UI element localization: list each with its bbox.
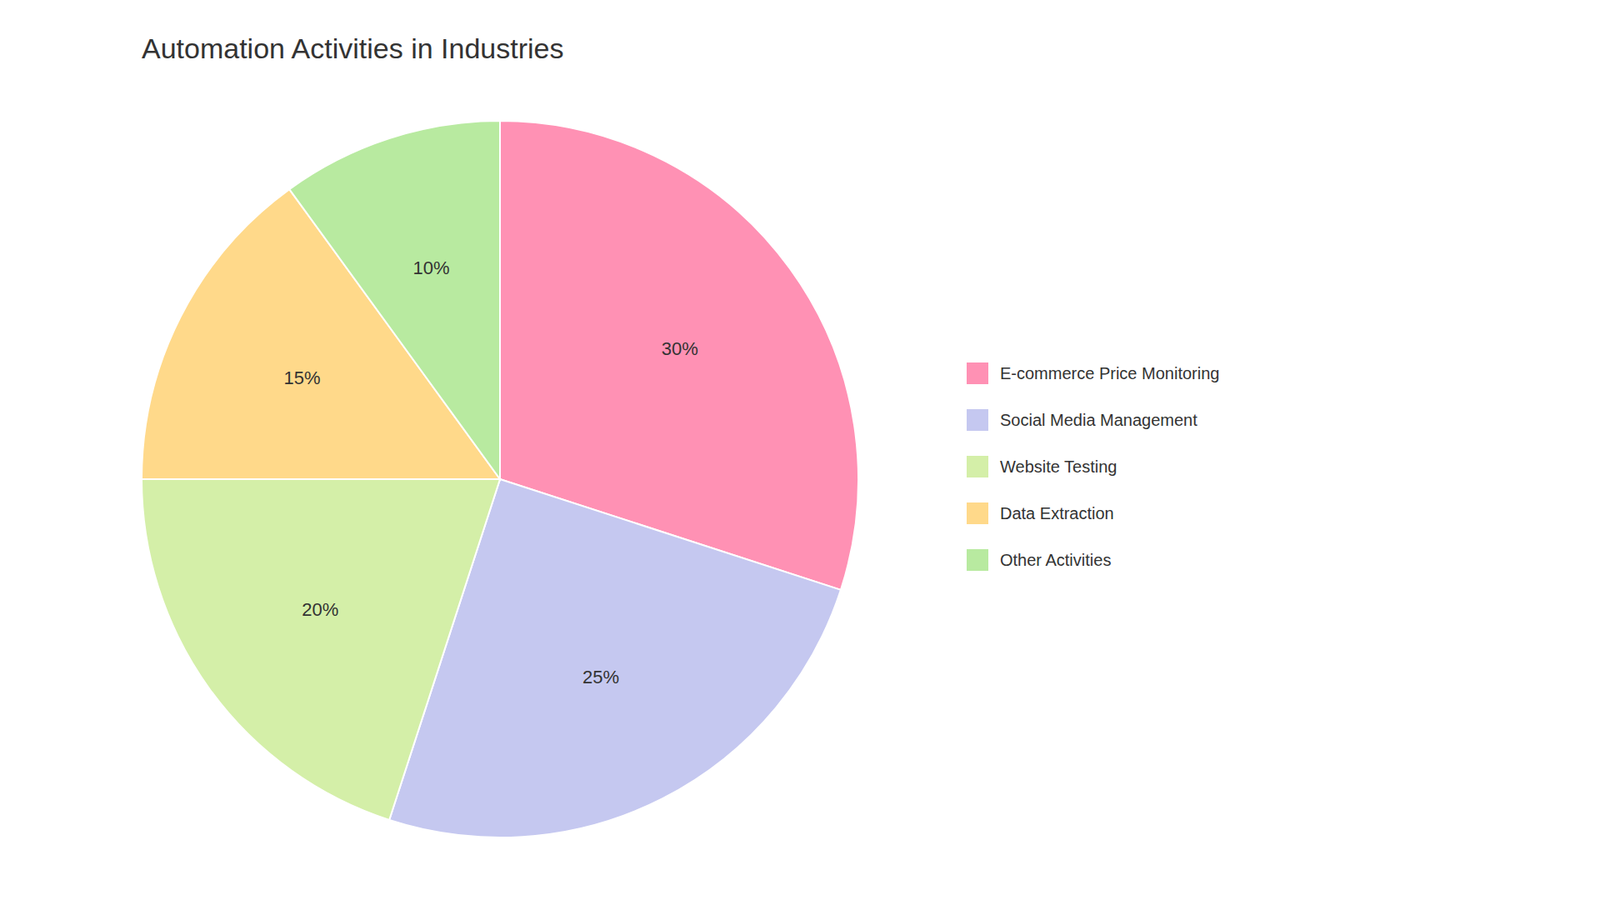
background <box>0 0 1600 900</box>
data-label: 15% <box>283 367 320 389</box>
pie-slice <box>289 120 500 480</box>
legend-label: Data Extraction <box>1000 504 1115 523</box>
legend-label: Other Activities <box>1000 550 1111 570</box>
data-label: 20% <box>301 599 339 620</box>
legend-swatch <box>966 549 989 571</box>
legend-swatch <box>966 362 989 385</box>
data-label: 25% <box>582 666 620 688</box>
legend-label: Website Testing <box>1000 457 1117 476</box>
legend-item: Data Extraction <box>966 502 1115 525</box>
legend-label: Social Media Management <box>1000 410 1198 430</box>
legend-item: Social Media Management <box>966 409 1198 431</box>
data-label: 30% <box>661 338 699 360</box>
chart-title: Automation Activities in Industries <box>141 32 564 65</box>
pie-group <box>141 120 859 838</box>
legend-item: Other Activities <box>966 549 1111 571</box>
legend-item: E-commerce Price Monitoring <box>966 362 1220 385</box>
chart-svg: Automation Activities in Industries 30% 25… <box>0 0 1600 900</box>
data-label: 10% <box>413 257 450 279</box>
pie-slice <box>141 479 500 820</box>
legend-item: Website Testing <box>966 455 1117 478</box>
legend-swatch <box>966 455 989 478</box>
legend-swatch <box>966 409 989 431</box>
legend-label: E-commerce Price Monitoring <box>1000 364 1220 383</box>
data-labels: 30% 25% 20% 15% 10% <box>283 257 698 688</box>
legend: E-commerce Price Monitoring Social Media … <box>966 362 1220 571</box>
legend-swatch <box>966 502 989 525</box>
